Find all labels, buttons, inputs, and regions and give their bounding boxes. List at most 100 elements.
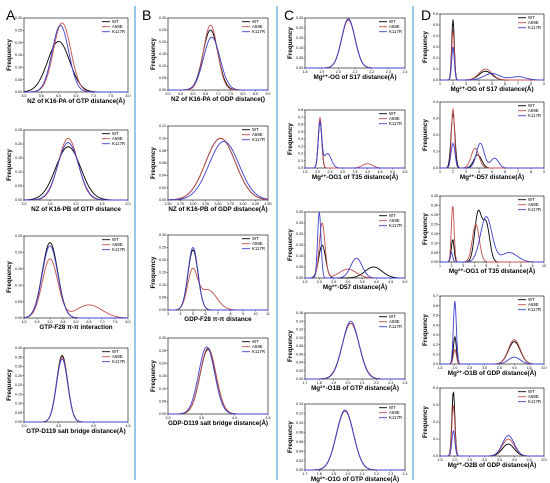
legend-label-k117r: K117R [389, 29, 402, 34]
x-axis-label: Mg²⁺-D57 distance(Å) [460, 172, 524, 181]
legend-label-a59e: A59E [252, 24, 263, 29]
x-tick-label: 4.0 [91, 424, 96, 428]
x-tick-label: 4 [478, 170, 480, 174]
x-tick-label: 6 [497, 264, 499, 268]
legend-label-wt: WT [528, 197, 535, 202]
legend-label-k117r: K117R [389, 415, 402, 420]
x-tick-label: 6 [205, 312, 207, 316]
y-tick-label: 0.0 [433, 166, 438, 170]
x-tick-label: 1.8 [317, 472, 322, 476]
y-axis-label: Frequency [150, 38, 157, 70]
y-tick-label: 0.30 [15, 16, 22, 20]
x-axis-label: Mg²⁺-O1G of GTP distance(Å) [311, 474, 399, 483]
series-line-a59e [24, 137, 128, 201]
legend-label-k117r: K117R [528, 113, 541, 118]
x-tick-label: 8.0 [126, 94, 131, 98]
y-tick-label: 0.10 [296, 254, 303, 258]
y-tick-label: 0.40 [15, 346, 22, 350]
series-line-k117r [305, 409, 405, 471]
y-tick-label: 0.3 [433, 333, 438, 337]
y-tick-label: 0.2 [433, 133, 438, 137]
y-tick-label: 0.00 [159, 198, 166, 202]
legend-label-k117r: K117R [252, 246, 265, 251]
y-axis-label: Frequency [150, 147, 157, 179]
legend-label-a59e: A59E [252, 344, 263, 349]
y-tick-label: 0.3 [298, 144, 303, 148]
y-tick-label: 0.10 [159, 137, 166, 141]
y-tick-label: 0.5 [298, 130, 303, 134]
legend-label-k117r: K117R [112, 29, 125, 34]
y-tick-label: 0.30 [159, 336, 166, 340]
y-tick-label: 0.0 [433, 454, 438, 458]
y-axis-label: Frequency [287, 330, 294, 362]
y-tick-label: 0.0 [433, 78, 438, 82]
y-tick-label: 0.08 [159, 149, 166, 153]
y-tick-label: 0.05 [159, 76, 166, 80]
y-tick-label: 0.02 [296, 459, 303, 463]
x-tick-label: 1.7 [303, 472, 308, 476]
y-tick-label: 0.4 [433, 323, 438, 327]
y-tick-label: 0.2 [433, 56, 438, 60]
y-tick-label: 0.05 [159, 296, 166, 300]
x-tick-label: 4 [180, 312, 182, 316]
x-tick-label: 6.0 [191, 92, 196, 96]
legend-label-a59e: A59E [528, 394, 539, 399]
legend-label-wt: WT [112, 237, 119, 242]
legend-label-wt: WT [112, 349, 119, 354]
y-tick-label: 0.25 [159, 349, 166, 353]
x-axis-label: GDP-D119 salt bridge distance(Å) [168, 418, 268, 427]
x-tick-label: 1.8 [317, 381, 322, 385]
x-tick-label: 3.5 [353, 170, 358, 174]
y-tick-label: 0.06 [296, 440, 303, 444]
x-tick-label: 4.0 [374, 280, 379, 284]
series-line-k117r [23, 24, 128, 93]
y-tick-label: 0.15 [159, 52, 166, 56]
y-tick-label: 0.20 [159, 362, 166, 366]
series-line-wt [23, 242, 128, 319]
y-tick-label: 0.5 [433, 23, 438, 27]
y-tick-label: 0.20 [15, 41, 22, 45]
legend-label-a59e: A59E [389, 410, 400, 415]
y-tick-label: 0.00 [431, 260, 438, 264]
chart-2: 3.0 3.5 4.0 4.5 5.0 0.00 0.05 0.10 0.15 0.20 0.25 W… [6, 128, 131, 213]
x-tick-label: 5.5 [178, 92, 183, 96]
legend-label-a59e: A59E [389, 218, 400, 223]
x-tick-label: 10 [254, 312, 258, 316]
y-tick-label: 0.7 [433, 294, 438, 298]
legend-label-k117r: K117R [112, 247, 125, 252]
x-tick-label: 5 [192, 312, 194, 316]
y-tick-label: 0.00 [159, 308, 166, 312]
x-tick-label: 1 [439, 264, 441, 268]
x-tick-label: 3.50 [215, 202, 222, 206]
y-tick-label: 0.35 [15, 355, 22, 359]
y-tick-label: 0.20 [15, 383, 22, 387]
legend-label-wt: WT [389, 405, 396, 410]
panel-letter-b: B [142, 7, 151, 23]
x-tick-label: 3.25 [202, 202, 209, 206]
legend-label-wt: WT [389, 314, 396, 319]
x-axis-label: Mg²⁺-O1B of GDP distance(Å) [448, 368, 537, 377]
x-tick-label: 6.0 [74, 320, 79, 324]
x-tick-label: 2.50 [165, 202, 172, 206]
x-tick-label: 3.0 [340, 170, 345, 174]
y-tick-label: 0.04 [296, 449, 303, 453]
y-tick-label: 0.25 [15, 374, 22, 378]
legend-label-a59e: A59E [389, 116, 400, 121]
y-tick-label: 0.20 [296, 26, 303, 30]
x-tick-label: 1.9 [331, 472, 336, 476]
chart-17: 1.5 2.0 2.5 3.0 3.5 4.0 4.5 5.0 0.0 0.1 0.2 0.3 0.4 0… [422, 294, 547, 377]
y-tick-label: 0.20 [15, 251, 22, 255]
chart-12: 1.7 1.8 1.9 2.0 2.1 2.2 2.3 2.4 0.00 0.02 0.04 0.06… [287, 311, 408, 392]
legend-label-a59e: A59E [528, 302, 539, 307]
x-tick-label: 3.00 [190, 202, 197, 206]
x-tick-label: 2.0 [452, 458, 457, 462]
y-tick-label: 0.25 [296, 16, 303, 20]
y-tick-label: 0.4 [433, 34, 438, 38]
x-tick-label: 2.5 [328, 170, 333, 174]
y-tick-label: 0.15 [15, 392, 22, 396]
chart-6: 2.50 2.75 3.00 3.25 3.50 3.75 4.00 4.25 4.50 0.00… [150, 124, 272, 213]
x-axis-label: Mg²⁺-OG of S17 distance(Å) [450, 84, 533, 93]
y-tick-label: 0.25 [159, 28, 166, 32]
x-tick-label: 4 [478, 82, 480, 86]
